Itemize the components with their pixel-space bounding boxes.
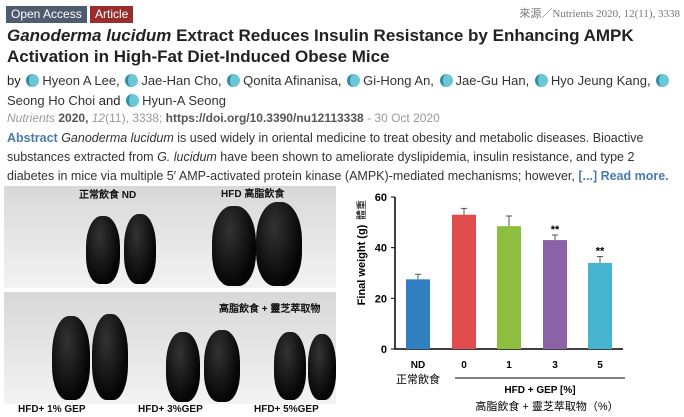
- gep-label: 高脂飲食 + 靈芝萃取物: [219, 304, 321, 315]
- author-name[interactable]: Hyeon A Lee: [42, 73, 117, 88]
- article-badge[interactable]: Article: [90, 6, 134, 23]
- volume: 12: [91, 111, 106, 125]
- mouse-image: [52, 316, 90, 400]
- group-label-zh: 高脂飲食 + 靈芝萃取物（%）: [475, 399, 618, 413]
- bar-ND: [406, 279, 430, 349]
- title-rest: Extract Reduces Insulin Resistance by En…: [7, 26, 634, 66]
- abstract-italic: Ganoderma lucidum: [61, 131, 174, 145]
- author-icon: [227, 74, 241, 87]
- mouse-image: [92, 314, 128, 400]
- bar-5: [588, 262, 612, 349]
- and-label: and: [98, 93, 121, 108]
- y-tick-label: 60: [375, 192, 387, 204]
- hfd-label: HFD 高脂飲食: [221, 189, 285, 200]
- x-tick-label: 5: [597, 360, 603, 371]
- group-label: HFD + GEP [%]: [504, 385, 575, 396]
- mouse-image: [212, 206, 256, 286]
- mice-photo-bottom: 高脂飲食 + 靈芝萃取物: [4, 292, 336, 404]
- x-tick-label: 0: [461, 360, 467, 371]
- significance-marker: **: [551, 224, 560, 236]
- author-icon: [26, 74, 40, 87]
- gep5-label: HFD+ 5%GEP: [254, 404, 319, 415]
- x-tick-label: 3: [552, 360, 558, 371]
- abstract: Abstract Ganoderma lucidum is used widel…: [7, 129, 679, 186]
- y-axis-label-zh: 體重: [355, 200, 368, 220]
- nd-label-zh: 正常飲食: [396, 372, 440, 386]
- source-note: 來源／Nutrients 2020, 12(11), 3338: [519, 8, 680, 20]
- journal: Nutrients: [7, 111, 56, 125]
- mouse-image: [124, 214, 156, 284]
- mouse-image: [308, 334, 336, 400]
- author-name[interactable]: Seong Ho Choi: [7, 93, 96, 108]
- mice-photo-top: 正常飲食 ND HFD 高脂飲食: [4, 186, 336, 288]
- mouse-image: [256, 202, 302, 286]
- mouse-image: [86, 216, 120, 284]
- nd-label: 正常飲食 ND: [79, 190, 137, 201]
- x-tick-label: ND: [411, 360, 425, 371]
- citation: Nutrients 2020, 12(11), 3338; https://do…: [7, 111, 440, 125]
- author-name[interactable]: Qonita Afinanisa: [243, 73, 338, 88]
- y-tick-label: 0: [381, 344, 387, 356]
- gep1-label: HFD+ 1% GEP: [18, 404, 86, 415]
- author-icon: [125, 74, 139, 87]
- abstract-label: Abstract: [7, 131, 58, 145]
- x-tick-label: 1: [506, 360, 512, 371]
- gep3-label: HFD+ 3%GEP: [138, 404, 203, 415]
- author-icon: [126, 94, 140, 107]
- y-tick-label: 20: [375, 293, 387, 305]
- bar-1: [497, 226, 521, 349]
- significance-marker: **: [596, 246, 605, 258]
- pub-date: - 30 Oct 2020: [367, 111, 440, 125]
- author-name[interactable]: Hyo Jeung Kang: [550, 73, 647, 88]
- author-list: by Hyeon A Lee, Jae-Han Cho, Qonita Afin…: [7, 71, 677, 111]
- y-tick-label: 40: [375, 243, 387, 255]
- mouse-image: [204, 330, 240, 402]
- by-label: by: [7, 73, 21, 88]
- article-number: 3338;: [132, 111, 163, 125]
- author-name[interactable]: Jae-Gu Han: [455, 73, 526, 88]
- bar-3: [543, 240, 567, 349]
- author-name[interactable]: Gi-Hong An: [363, 73, 431, 88]
- author-name[interactable]: Jae-Han Cho: [141, 73, 218, 88]
- author-name[interactable]: Hyun-A Seong: [142, 93, 226, 108]
- open-access-badge[interactable]: Open Access: [6, 6, 87, 23]
- read-more-link[interactable]: [...] Read more.: [578, 169, 669, 183]
- author-icon: [656, 74, 670, 87]
- title-italic: Ganoderma lucidum: [7, 26, 172, 45]
- mouse-image: [274, 332, 306, 400]
- author-icon: [439, 74, 453, 87]
- author-icon: [347, 74, 361, 87]
- doi-link[interactable]: https://doi.org/10.3390/nu12113338: [165, 111, 364, 125]
- article-title[interactable]: Ganoderma lucidum Extract Reduces Insuli…: [7, 25, 677, 67]
- abstract-text: have been shown to ameliorate dyslipidem…: [7, 150, 635, 183]
- issue: (11),: [105, 111, 129, 125]
- y-axis-label: Final weight (g): [356, 224, 368, 305]
- abstract-text: is used widely in oriental medicine to t…: [7, 131, 644, 164]
- mouse-image: [166, 332, 200, 402]
- author-icon: [534, 74, 548, 87]
- abstract-italic: G. lucidum: [157, 150, 217, 164]
- bar-0: [452, 214, 476, 349]
- year: 2020,: [58, 111, 89, 125]
